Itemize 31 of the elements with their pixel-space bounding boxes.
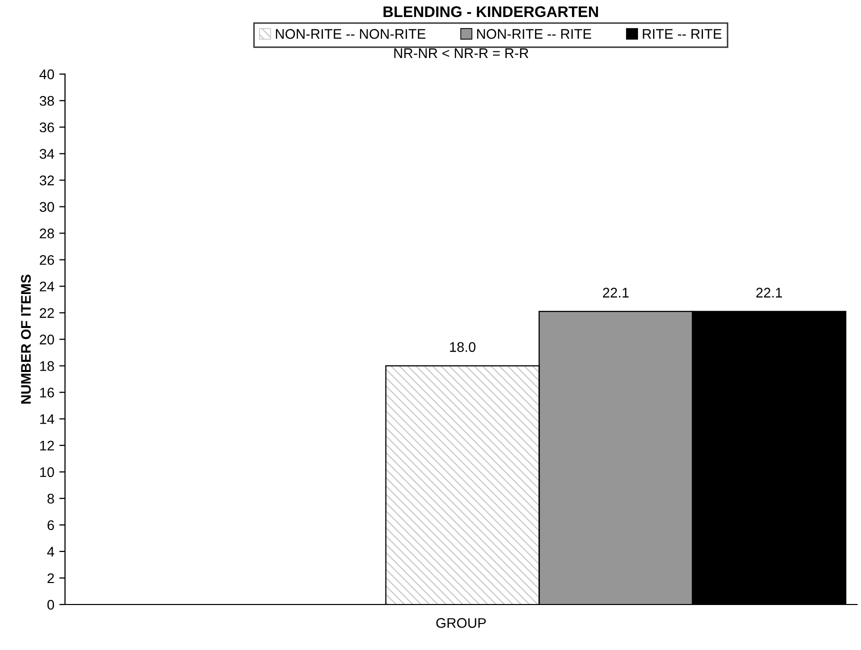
text: 22.1 — [602, 288, 629, 298]
y-tick-label: 8 — [47, 494, 54, 504]
legend-label: NON-RITE -- NON-RITE — [276, 29, 426, 39]
text: 18.0 — [450, 342, 476, 352]
y-tick-label: 12 — [40, 440, 54, 450]
y-tick-label: 2 — [48, 573, 54, 584]
y-tick-label: 38 — [40, 96, 54, 106]
y-tick-label: 26 — [40, 255, 54, 265]
y-axis-title: NUMBER OF ITEMS — [21, 274, 31, 404]
y-tick-label: 18 — [40, 361, 54, 371]
x-axis-title: GROUP — [436, 618, 486, 628]
text: NR-NR < NR-R = R-R — [394, 48, 528, 58]
legend-label: RITE -- RITE — [642, 29, 722, 39]
y-tick-label: 28 — [40, 228, 54, 238]
text: 22.1 — [756, 288, 782, 298]
y-tick-label: 14 — [40, 414, 54, 424]
y-tick-label: 22 — [40, 308, 54, 318]
y-tick-label: 16 — [40, 388, 54, 398]
legend-label: NON-RITE -- RITE — [477, 29, 592, 39]
chart-title: BLENDING - KINDERGARTEN — [384, 6, 598, 18]
y-tick-label: 40 — [39, 69, 54, 80]
y-tick-label: 24 — [40, 282, 54, 292]
y-tick-label: 34 — [40, 148, 54, 159]
y-tick-label: 32 — [40, 176, 54, 186]
y-tick-label: 36 — [40, 122, 54, 132]
y-tick-label: 30 — [40, 202, 54, 212]
y-tick-label: 10 — [40, 467, 54, 478]
y-tick-label: 20 — [40, 334, 54, 344]
y-tick-label: 4 — [47, 546, 54, 556]
y-tick-label: 6 — [48, 520, 54, 530]
y-tick-label: 0 — [47, 600, 54, 610]
